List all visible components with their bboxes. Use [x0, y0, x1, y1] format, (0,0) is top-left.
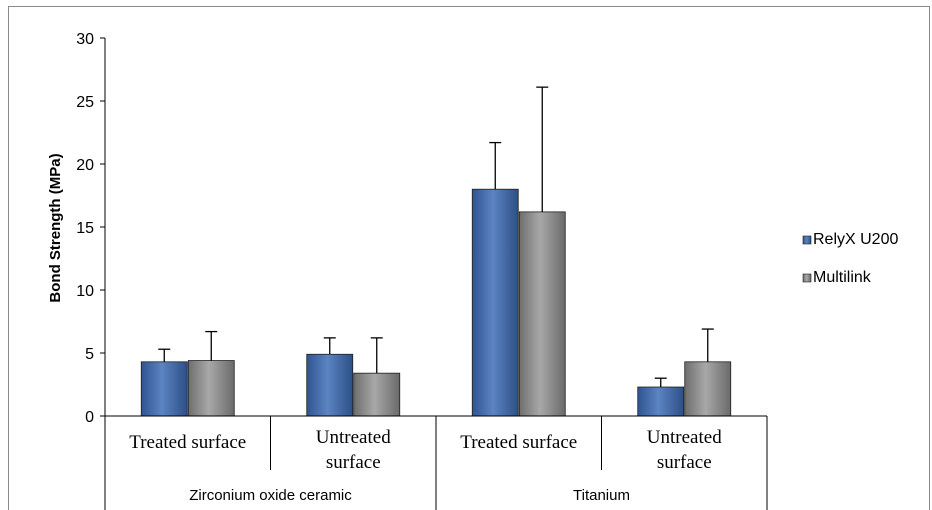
y-tick-label: 15: [76, 220, 94, 237]
bar-relyx-u200: [637, 386, 685, 417]
error-bars: [158, 86, 714, 388]
bar-multilink: [187, 360, 235, 417]
group-label: Titanium: [573, 487, 630, 504]
bar-multilink: [518, 211, 566, 417]
legend: RelyX U200 Multilink: [802, 231, 898, 286]
y-tick-label: 5: [85, 346, 94, 363]
bar-multilink: [684, 361, 732, 417]
bar-multilink: [353, 372, 401, 417]
category-label: surface: [326, 452, 381, 473]
group-label: Zirconium oxide ceramic: [189, 487, 352, 504]
bar-relyx-u200: [471, 188, 519, 417]
category-label: Untreated: [647, 427, 722, 448]
y-axis: 0 5 10 15 20 25 30: [76, 31, 106, 426]
legend-label: RelyX U200: [813, 231, 898, 248]
category-label: Treated surface: [129, 432, 246, 453]
legend-swatch: [802, 273, 812, 283]
chart-frame: [8, 6, 930, 510]
category-label: Treated surface: [460, 432, 577, 453]
category-label: surface: [657, 452, 712, 473]
bar-relyx-u200: [140, 361, 188, 417]
y-tick-label: 0: [85, 409, 94, 426]
y-axis-label: Bond Strength (MPa): [47, 153, 64, 302]
bars: [140, 188, 732, 417]
legend-swatch: [802, 235, 812, 245]
y-tick-label: 25: [76, 94, 94, 111]
y-tick-label: 10: [76, 283, 94, 300]
category-label: Untreated: [316, 427, 391, 448]
y-tick-label: 30: [76, 31, 94, 48]
legend-label: Multilink: [813, 269, 872, 286]
y-tick-label: 20: [76, 157, 94, 174]
bar-relyx-u200: [306, 353, 354, 417]
x-axis: Treated surface Untreated surface Treated s…: [104, 415, 768, 510]
